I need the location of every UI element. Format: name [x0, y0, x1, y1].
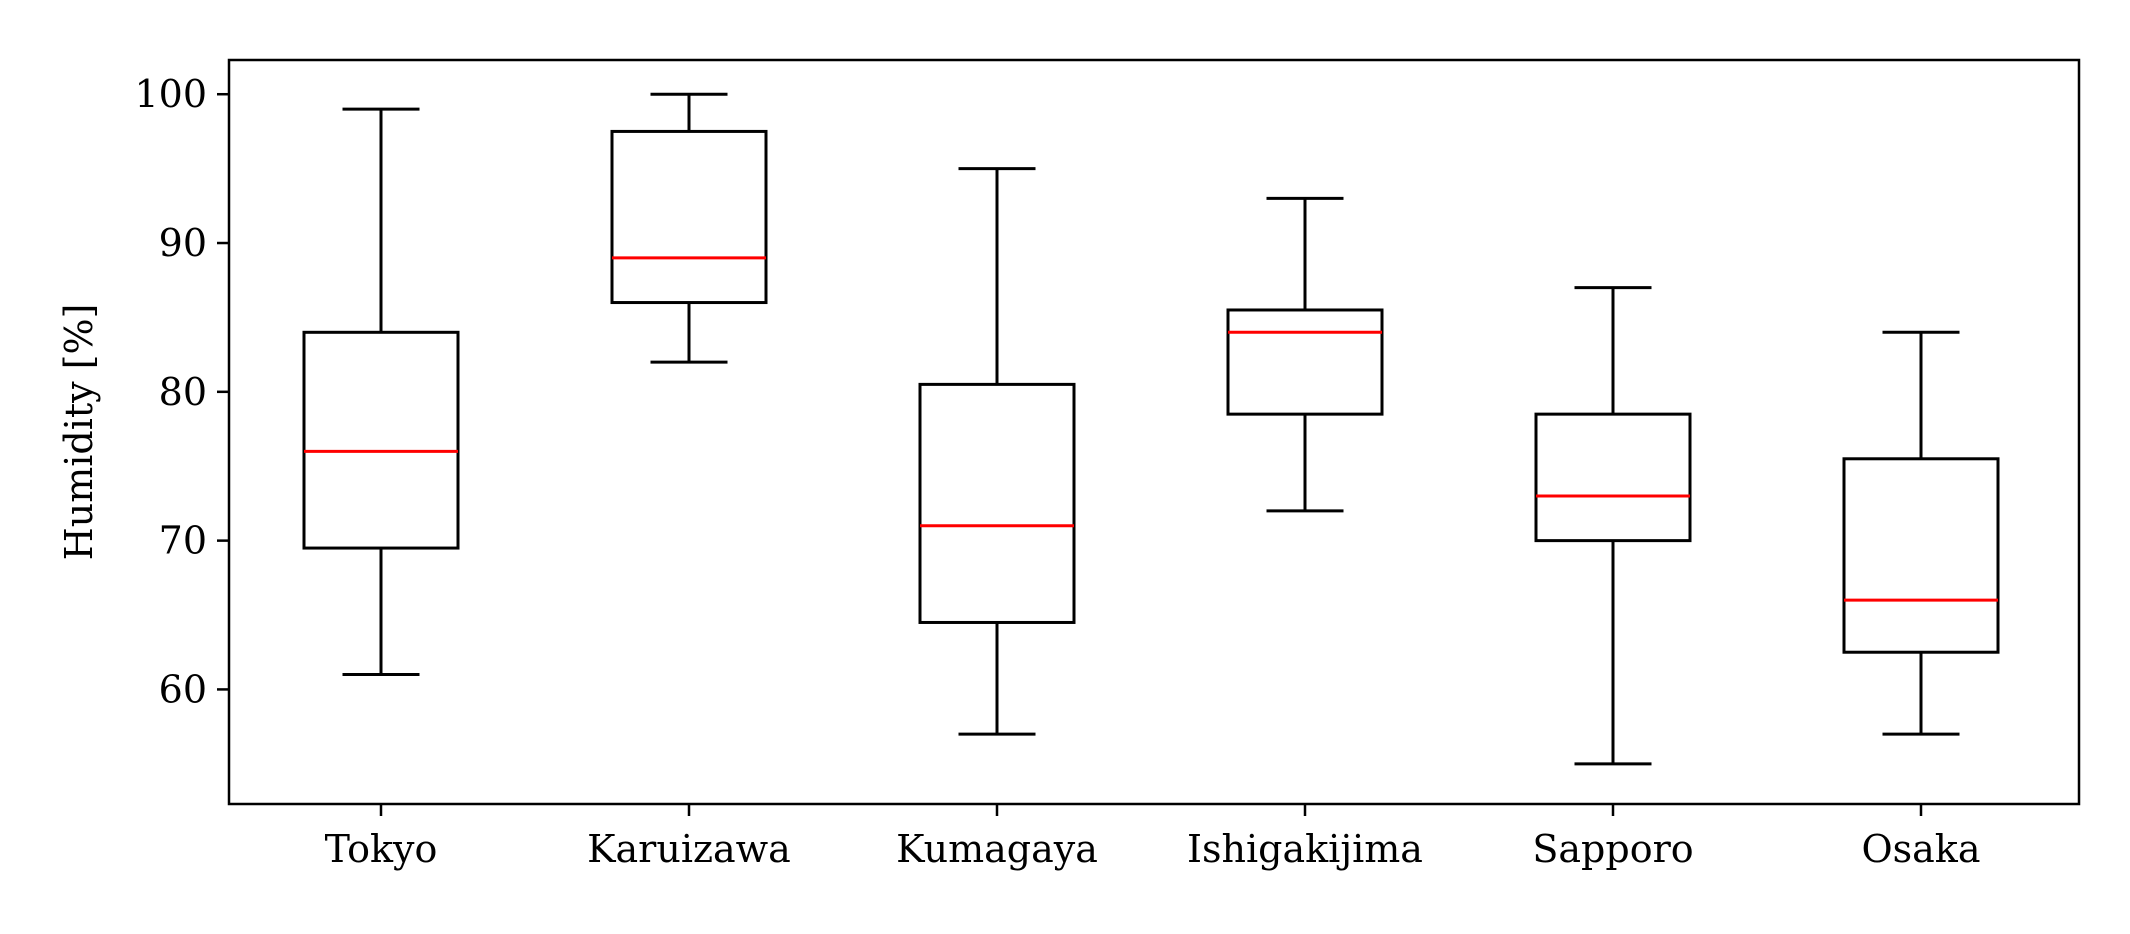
y-tick-label: 90 [159, 221, 207, 265]
iqr-box [1226, 308, 1384, 416]
x-tick-label: Osaka [1862, 827, 1981, 871]
box-group-osaka [1842, 330, 2000, 736]
iqr-box [610, 129, 768, 305]
x-tick-label: Sapporo [1532, 827, 1693, 871]
x-tick-label: Ishigakijima [1187, 827, 1423, 871]
box-group-tokyo [302, 107, 460, 677]
boxes-layer [302, 92, 2000, 766]
box-group-karuizawa [610, 92, 768, 364]
y-axis-label: Humidity [%] [57, 304, 101, 561]
x-tick-label: Kumagaya [896, 827, 1098, 871]
box-group-sapporo [1534, 286, 1692, 766]
x-axis: Tokyo Karuizawa Kumagaya Ishigakijima Sappor… [325, 804, 1981, 871]
y-tick-label: 80 [159, 370, 207, 414]
box-group-ishigakijima [1226, 196, 1384, 513]
y-axis: 60 70 80 90 100 [134, 72, 229, 711]
y-tick-label: 70 [159, 519, 207, 563]
y-tick-label: 100 [134, 72, 207, 116]
x-tick-label: Tokyo [325, 827, 438, 871]
iqr-box [302, 330, 460, 550]
plot-frame [227, 58, 2081, 806]
box-group-kumagaya [918, 167, 1076, 736]
iqr-box [918, 382, 1076, 624]
iqr-box [1842, 457, 2000, 654]
y-tick-label: 60 [159, 667, 207, 711]
iqr-box [1534, 412, 1692, 543]
x-tick-label: Karuizawa [587, 827, 791, 871]
